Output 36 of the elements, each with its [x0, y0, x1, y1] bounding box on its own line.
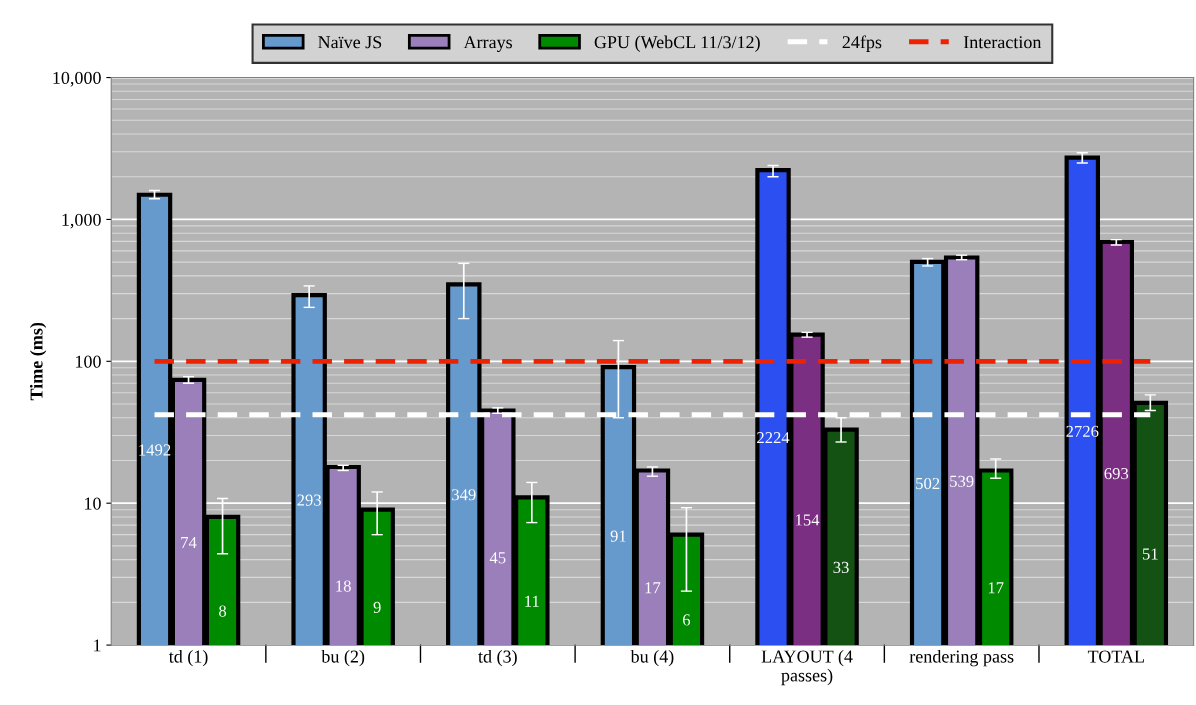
- x-tick-label: bu (2): [321, 649, 365, 667]
- y-tick-label: 10: [85, 497, 101, 510]
- data-label: 17: [645, 582, 661, 594]
- data-label: 9: [373, 601, 381, 614]
- data-label: 349: [452, 489, 476, 501]
- data-label: 18: [336, 580, 351, 592]
- data-label: 17: [988, 582, 1004, 594]
- data-label: 45: [489, 552, 506, 564]
- x-tick-label: LAYOUT (4 passes): [761, 649, 853, 686]
- data-label: 51: [1142, 548, 1158, 560]
- data-label: 693: [1104, 468, 1129, 480]
- x-tick-label: TOTAL: [1087, 650, 1144, 663]
- legend-label: Interaction: [963, 36, 1042, 49]
- legend-label: GPU (WebCL 11/3/12): [594, 35, 760, 52]
- y-tick-label: 1,000: [62, 213, 101, 229]
- legend-label: Naïve JS: [318, 36, 382, 49]
- y-tick-label: 100: [76, 355, 101, 368]
- data-label: 293: [297, 494, 321, 506]
- data-label: 539: [950, 475, 974, 487]
- legend-label: Arrays: [463, 36, 512, 53]
- y-tick-label: 1: [94, 639, 101, 652]
- y-tick-label: 10,000: [53, 71, 101, 87]
- data-label: 33: [833, 561, 849, 573]
- y-axis-title: Time (ms): [29, 322, 47, 401]
- data-label: 8: [219, 605, 227, 617]
- data-label: 502: [916, 477, 940, 490]
- data-label: 6: [682, 614, 691, 626]
- data-label: 154: [796, 514, 820, 526]
- x-tick-label: rendering pass: [909, 649, 1014, 667]
- data-label: 11: [525, 595, 539, 607]
- x-tick-label: bu (4): [630, 649, 674, 667]
- x-tick-label: td (3): [478, 649, 517, 667]
- legend-label: 24fps: [842, 35, 882, 52]
- data-label: 91: [610, 530, 626, 542]
- data-label: 74: [181, 536, 197, 548]
- x-tick-label: td (1): [168, 649, 208, 667]
